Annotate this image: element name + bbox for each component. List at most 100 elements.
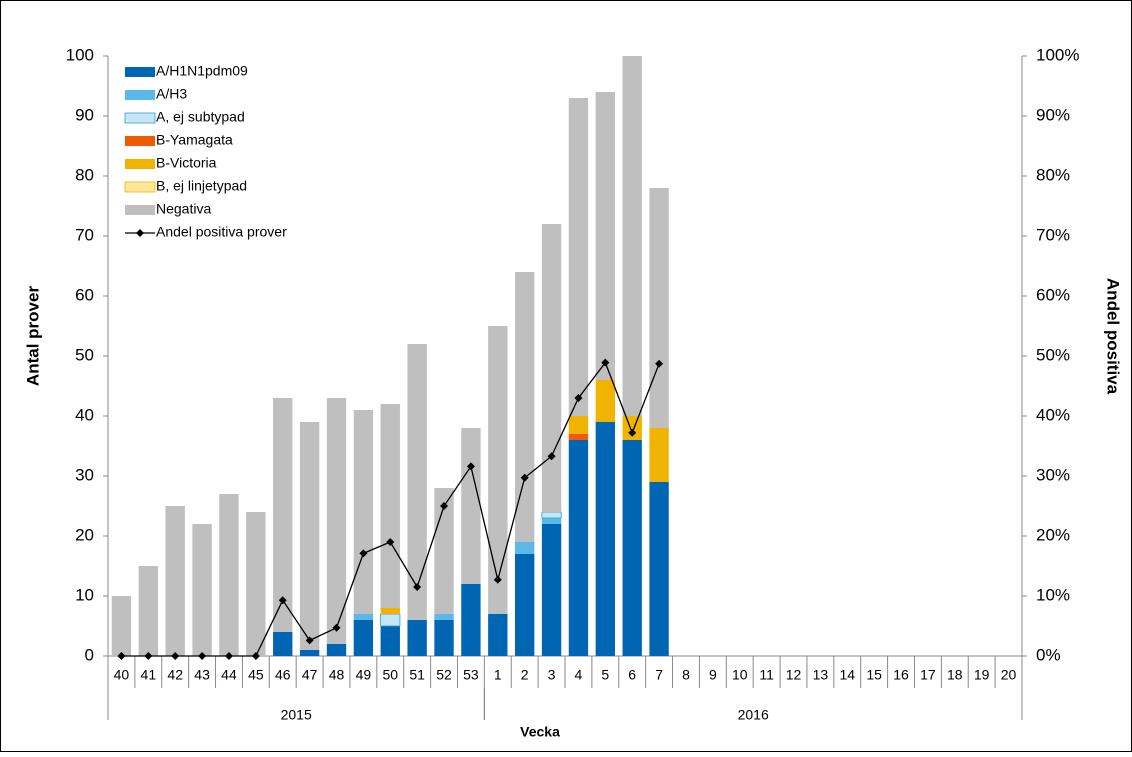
y2-tick-label: 100% [1036,45,1079,64]
bar [219,494,239,656]
marker [386,538,395,546]
y-tick-label: 50 [75,345,94,364]
bar [461,584,481,656]
marker [466,462,475,471]
y2-tick-label: 40% [1036,405,1070,424]
marker [117,652,126,660]
marker [493,575,502,584]
marker [601,358,610,367]
bar [595,92,616,380]
marker [144,652,153,660]
legend-label: B-Victoria [156,155,217,171]
x-tick-label: 44 [221,667,237,683]
marker [574,394,583,402]
bar [299,422,320,650]
bar [568,416,589,434]
x-tick-label: 5 [601,667,609,683]
x-tick-label: 10 [732,667,748,683]
x-tick-label: 20 [1001,667,1017,683]
legend-swatch [124,112,156,124]
legend-label: B, ej linjetypad [156,178,247,194]
y-axis-title: Antal prover [23,286,42,387]
bar [192,524,212,656]
y-tick-label: 10 [75,585,94,604]
bar [541,224,562,512]
x-tick-label: 42 [167,667,183,683]
bar [380,608,400,614]
legend-swatch [125,67,155,77]
legend-swatch [124,181,156,193]
x-axis-title: Vecka [520,724,560,740]
bar [246,512,266,656]
x-tick-label: 4 [575,667,583,683]
x-tick-label: 3 [548,667,556,683]
bar [380,613,401,627]
x-tick-label: 14 [839,667,855,683]
y2-tick-label: 70% [1036,225,1070,244]
bar [488,614,508,656]
legend-label: A, ej subtypad [156,109,245,125]
group-label: 2016 [738,707,769,723]
x-tick-label: 7 [655,667,663,683]
marker [224,652,233,660]
bar [488,326,508,614]
y-tick-label: 80 [75,165,94,184]
legend-label: Negativa [156,201,211,217]
bar [514,542,535,554]
bar [622,56,642,416]
bar [461,428,481,584]
y2-tick-label: 0% [1036,645,1061,664]
x-tick-label: 46 [275,667,291,683]
y2-tick-label: 10% [1036,585,1070,604]
y-tick-label: 0 [85,645,94,664]
legend-label: Andel positiva prover [156,224,287,240]
x-tick-label: 8 [682,667,690,683]
y-tick-label: 70 [75,225,94,244]
bar [380,404,400,608]
bar [541,518,562,524]
x-tick-label: 48 [329,667,345,683]
bar [514,554,535,656]
bar [273,398,293,632]
x-tick-label: 45 [248,667,264,683]
bar [326,398,347,644]
marker [198,652,207,660]
y2-tick-label: 20% [1036,525,1070,544]
marker [440,502,449,510]
bar [649,482,669,656]
marker [251,652,260,660]
y2-tick-label: 80% [1036,165,1070,184]
x-tick-label: 43 [194,667,210,683]
bar [326,644,347,656]
legend-label: A/H3 [156,86,187,102]
x-tick-label: 40 [114,667,130,683]
bar [353,410,374,614]
x-tick-label: 51 [409,667,425,683]
bar [111,596,132,656]
x-tick-label: 41 [141,667,157,683]
x-tick-label: 47 [302,667,318,683]
bar [353,614,374,620]
marker [332,623,341,632]
legend-swatch [125,90,155,100]
bar [434,620,454,656]
legend-label: B-Yamagata [156,132,233,148]
x-tick-label: 12 [786,667,802,683]
legend-marker [136,229,144,237]
bar [299,650,320,656]
x-tick-label: 52 [436,667,452,683]
bar [407,620,427,656]
bar [649,188,669,428]
marker [628,428,637,437]
bar [541,511,562,519]
y2-tick-label: 60% [1036,285,1070,304]
y-tick-label: 60 [75,285,94,304]
marker [547,452,556,461]
y-tick-label: 20 [75,525,94,544]
y-tick-label: 90 [75,105,94,124]
y2-tick-label: 50% [1036,345,1070,364]
marker [520,473,529,482]
x-tick-label: 18 [947,667,963,683]
